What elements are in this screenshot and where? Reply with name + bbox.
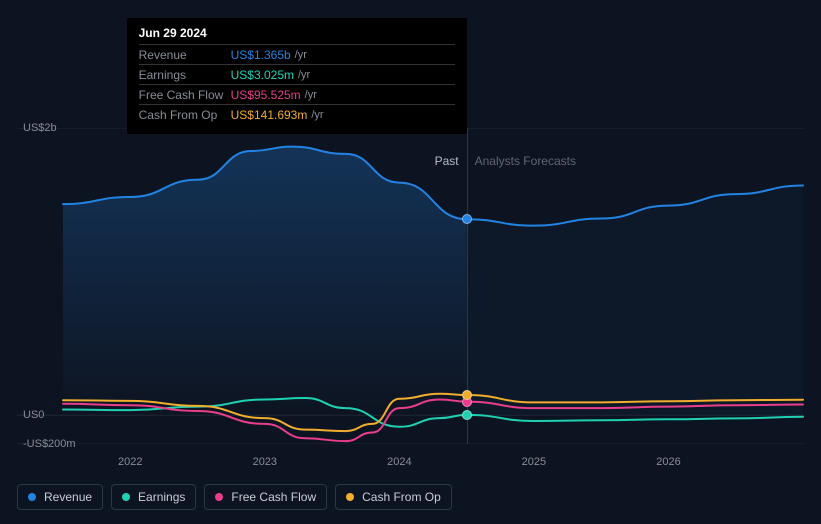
tooltip-row-unit: /yr [305, 89, 317, 101]
tooltip-row-value: US$3.025m [231, 68, 294, 82]
tooltip-row-unit: /yr [295, 49, 307, 61]
tooltip-row-earnings: Earnings US$3.025m /yr [139, 64, 455, 84]
tooltip-row-label: Revenue [139, 48, 231, 62]
legend-dot-icon [122, 493, 130, 501]
x-axis-label: 2025 [522, 456, 546, 468]
legend-dot-icon [28, 493, 36, 501]
tooltip-row-value: US$1.365b [231, 48, 291, 62]
tooltip-date: Jun 29 2024 [139, 26, 455, 44]
tooltip-row-cfo: Cash From Op US$141.693m /yr [139, 104, 455, 124]
legend-dot-icon [215, 493, 223, 501]
tooltip-row-unit: /yr [298, 69, 310, 81]
tooltip-row-label: Earnings [139, 68, 231, 82]
hover-marker-cfo [462, 390, 472, 400]
legend-item-earnings[interactable]: Earnings [111, 484, 196, 510]
chart-plot-area[interactable]: US$2bUS0-US$200m20222023202420252026Past… [17, 128, 804, 444]
x-axis-label: 2024 [387, 456, 411, 468]
x-axis-label: 2026 [656, 456, 680, 468]
forecast-label: Analysts Forecasts [475, 154, 576, 168]
legend-item-revenue[interactable]: Revenue [17, 484, 103, 510]
legend-label: Revenue [44, 490, 92, 504]
past-label: Past [435, 154, 459, 168]
y-axis-label: US$2b [23, 122, 57, 134]
hover-marker-earnings [462, 410, 472, 420]
tooltip-row-label: Free Cash Flow [139, 88, 231, 102]
tooltip-row-revenue: Revenue US$1.365b /yr [139, 44, 455, 64]
tooltip-row-unit: /yr [311, 109, 323, 121]
tooltip-row-fcf: Free Cash Flow US$95.525m /yr [139, 84, 455, 104]
legend-item-cfo[interactable]: Cash From Op [335, 484, 452, 510]
chart-legend: Revenue Earnings Free Cash Flow Cash Fro… [17, 484, 452, 510]
tooltip-row-value: US$141.693m [231, 108, 308, 122]
legend-label: Earnings [138, 490, 185, 504]
financial-chart: Jun 29 2024 Revenue US$1.365b /yrEarning… [0, 0, 821, 524]
hover-marker-revenue [462, 214, 472, 224]
chart-tooltip: Jun 29 2024 Revenue US$1.365b /yrEarning… [127, 18, 467, 134]
legend-dot-icon [346, 493, 354, 501]
tooltip-row-value: US$95.525m [231, 88, 301, 102]
tooltip-row-label: Cash From Op [139, 108, 231, 122]
y-axis-label: -US$200m [23, 438, 76, 450]
x-axis-label: 2022 [118, 456, 142, 468]
y-axis-label: US0 [23, 409, 44, 421]
legend-item-fcf[interactable]: Free Cash Flow [204, 484, 327, 510]
x-axis-label: 2023 [253, 456, 277, 468]
legend-label: Free Cash Flow [231, 490, 316, 504]
legend-label: Cash From Op [362, 490, 441, 504]
